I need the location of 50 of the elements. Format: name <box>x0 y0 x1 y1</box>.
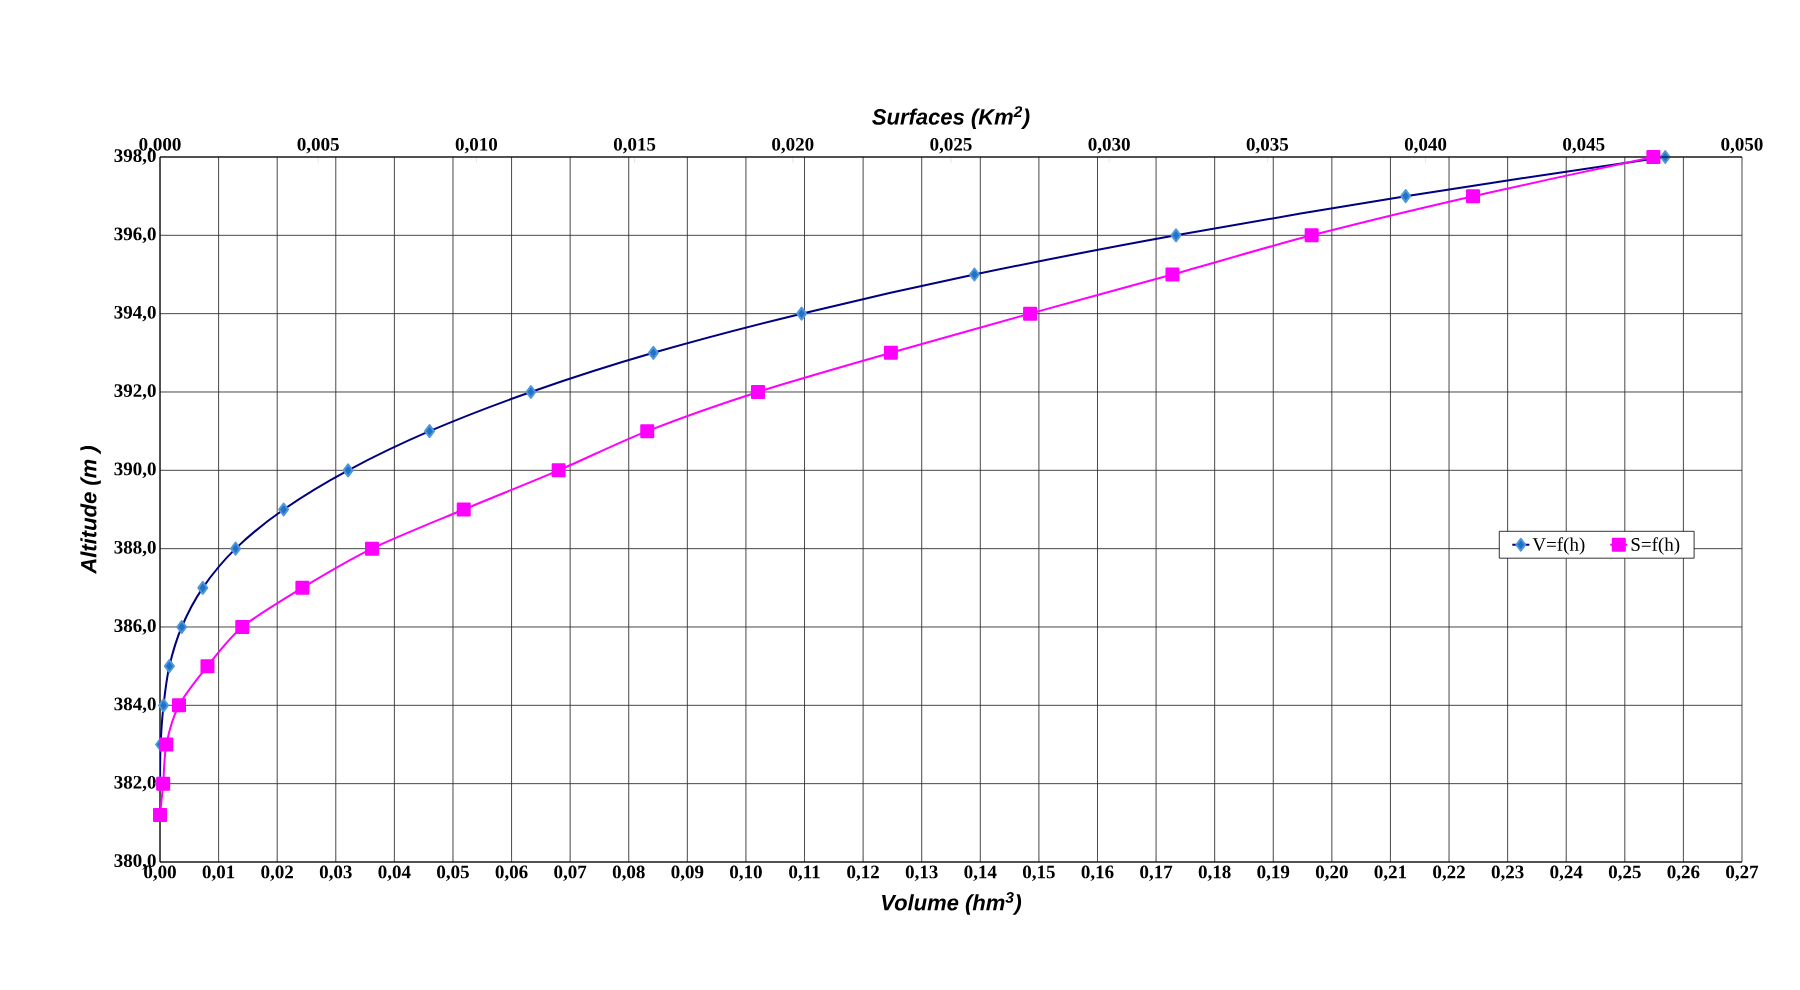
x2-tick-label: 0,005 <box>297 137 339 154</box>
x-tick-label: 0,27 <box>1726 865 1759 882</box>
x-axis-title: Volume (hm$^{3}$) <box>882 891 1022 915</box>
x-tick-label: 0,01 <box>202 865 235 882</box>
x-tick-label: 0,18 <box>1198 865 1231 882</box>
x2-tick-label: 0,020 <box>772 137 814 154</box>
x2-tick-label: 0,050 <box>1721 137 1763 154</box>
x-tick-label: 0,24 <box>1550 865 1583 882</box>
y-tick-label: 382,0 <box>114 775 156 792</box>
y-tick-label: 396,0 <box>114 227 156 244</box>
y-tick-label: 388,0 <box>114 540 156 557</box>
y-tick-label: 384,0 <box>114 697 156 714</box>
x-tick-label: 0,03 <box>319 865 352 882</box>
x-tick-label: 0,14 <box>964 865 997 882</box>
x-tick-label: 0,20 <box>1315 865 1348 882</box>
x2-tick-label: 0,025 <box>930 137 972 154</box>
x-tick-label: 0,07 <box>554 865 587 882</box>
x2-tick-label: 0,040 <box>1404 137 1447 154</box>
y-tick-label: 386,0 <box>114 619 156 635</box>
x-tick-label: 0,26 <box>1667 865 1700 882</box>
x-tick-label: 0,21 <box>1374 865 1407 882</box>
y-tick-label: 394,0 <box>114 305 156 322</box>
x-tick-label: 0,05 <box>437 865 469 882</box>
x2-tick-label: 0,015 <box>613 137 656 154</box>
x-tick-label: 0,15 <box>1022 865 1055 882</box>
x-tick-label: 0,22 <box>1433 865 1465 882</box>
x-tick-label: 0,23 <box>1491 865 1524 882</box>
x-tick-label: 0,10 <box>730 865 762 882</box>
x-tick-label: 0,17 <box>1140 865 1173 882</box>
x-tick-label: 0,16 <box>1081 865 1114 882</box>
x-tick-label: 0,08 <box>612 865 645 882</box>
x-tick-label: 0,09 <box>671 865 704 882</box>
x2-tick-label: 0,045 <box>1563 137 1605 154</box>
y-tick-label: 392,0 <box>114 384 156 400</box>
y-tick-label: 390,0 <box>114 462 156 479</box>
x-tick-label: 0,11 <box>789 865 820 882</box>
x-tick-label: 0,19 <box>1257 865 1290 882</box>
x-tick-label: 0,25 <box>1608 865 1641 882</box>
x-tick-label: 0,12 <box>847 865 879 882</box>
x2-tick-label: 0,010 <box>455 137 498 154</box>
x2-tick-label: 0,030 <box>1088 137 1130 154</box>
x-tick-label: 0,06 <box>495 865 528 882</box>
x-tick-label: 0,02 <box>261 865 293 882</box>
legend-label: V=f(h) <box>1532 537 1585 555</box>
x-tick-label: 0,04 <box>378 865 411 882</box>
legend-label: S=f(h) <box>1631 537 1680 555</box>
y-axis-title: Altitude (m ) <box>80 445 101 575</box>
x2-axis-title: Surfaces (Km$^{2}$) <box>872 106 1030 130</box>
x2-tick-label: 0,035 <box>1246 137 1289 154</box>
x-tick-label: 0,13 <box>905 865 938 882</box>
